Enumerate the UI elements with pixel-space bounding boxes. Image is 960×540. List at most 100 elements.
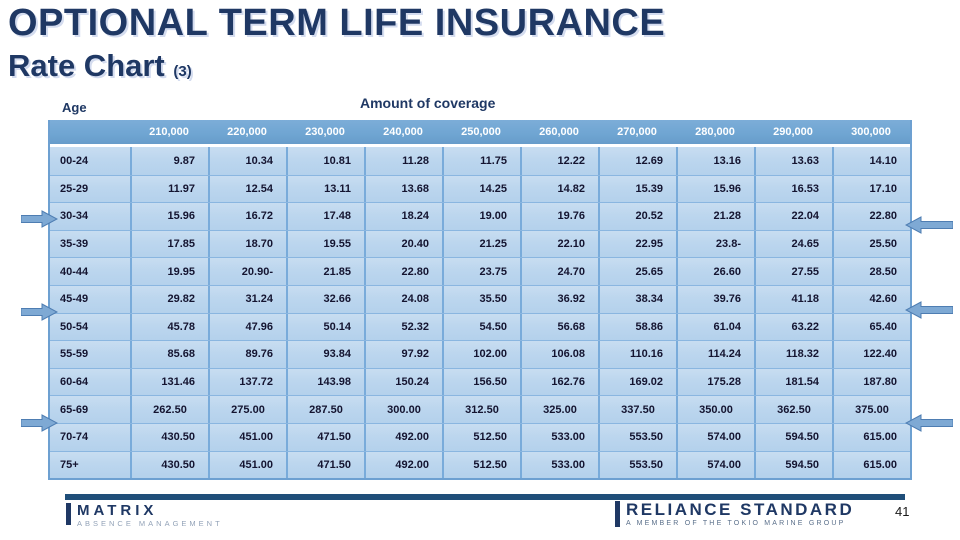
reliance-logo-bar <box>615 501 620 527</box>
rate-cell: 17.85 <box>130 230 208 258</box>
rate-cell: 47.96 <box>208 313 286 341</box>
rate-cell: 56.68 <box>520 313 598 341</box>
rate-cell: 24.65 <box>754 230 832 258</box>
age-cell: 75+ <box>50 451 130 479</box>
age-cell: 30-34 <box>50 203 130 230</box>
table-row: 00-24 9.87 10.34 10.81 11.28 11.75 12.22 12.69 1… <box>50 147 910 175</box>
header-amount-cell: 220,000 <box>227 126 267 138</box>
rate-cell: 150.24 <box>364 368 442 396</box>
age-cell: 40-44 <box>50 258 130 285</box>
rate-cell: 143.98 <box>286 368 364 396</box>
rate-cell: 63.22 <box>754 313 832 341</box>
rate-cell: 137.72 <box>208 368 286 396</box>
rate-cell: 312.50 <box>442 396 520 423</box>
rate-cell: 512.50 <box>442 423 520 451</box>
rate-cell: 533.00 <box>520 423 598 451</box>
header-amount-cell: 210,000 <box>149 126 189 138</box>
rate-cell: 16.72 <box>208 203 286 230</box>
rate-cell: 27.55 <box>754 258 832 285</box>
rate-cell: 350.00 <box>676 396 754 423</box>
table-row: 40-44 19.95 20.90- 21.85 22.80 23.75 24.70 25.6… <box>50 257 910 285</box>
rate-cell: 97.92 <box>364 341 442 368</box>
table-header-divider <box>50 144 910 147</box>
rate-cell: 93.84 <box>286 341 364 368</box>
rate-cell: 110.16 <box>598 341 676 368</box>
table-row: 65-69 262.50 275.00 287.50 300.00 312.50 325.0… <box>50 395 910 423</box>
table-row: 35-39 17.85 18.70 19.55 20.40 21.25 22.10 22.95… <box>50 229 910 258</box>
rate-cell: 39.76 <box>676 285 754 313</box>
rate-cell: 471.50 <box>286 423 364 451</box>
age-cell: 00-24 <box>50 147 130 175</box>
rate-cell: 15.39 <box>598 175 676 203</box>
rate-cell: 54.50 <box>442 313 520 341</box>
rate-cell: 106.08 <box>520 341 598 368</box>
age-cell: 50-54 <box>50 313 130 341</box>
rate-cell: 114.24 <box>676 341 754 368</box>
rate-cell: 17.48 <box>286 203 364 230</box>
table-row: 55-59 85.68 89.76 93.84 97.92 102.00 106.08 110… <box>50 340 910 368</box>
rate-cell: 25.50 <box>832 230 910 258</box>
rate-cell: 13.63 <box>754 147 832 175</box>
coverage-group-label: Amount of coverage <box>360 95 496 111</box>
rate-cell: 15.96 <box>130 203 208 230</box>
footer-divider-bar <box>65 494 905 500</box>
rate-cell: 18.70 <box>208 230 286 258</box>
pointer-arrow-right-1 <box>21 210 58 228</box>
rate-cell: 52.32 <box>364 313 442 341</box>
rate-cell: 19.95 <box>130 258 208 285</box>
rate-cell: 26.60 <box>676 258 754 285</box>
rate-cell: 12.69 <box>598 147 676 175</box>
rate-cell: 492.00 <box>364 451 442 479</box>
rate-cell: 18.24 <box>364 203 442 230</box>
rate-cell: 36.92 <box>520 285 598 313</box>
rate-cell: 512.50 <box>442 451 520 479</box>
rate-cell: 50.14 <box>286 313 364 341</box>
rate-cell: 21.28 <box>676 203 754 230</box>
age-cell: 25-29 <box>50 175 130 203</box>
header-amount-cell: 300,000 <box>851 126 891 138</box>
rate-cell: 325.00 <box>520 396 598 423</box>
rate-cell: 175.28 <box>676 368 754 396</box>
rate-cell: 19.76 <box>520 203 598 230</box>
rate-cell: 156.50 <box>442 368 520 396</box>
rate-cell: 42.60 <box>832 285 910 313</box>
rate-cell: 24.70 <box>520 258 598 285</box>
rate-cell: 58.86 <box>598 313 676 341</box>
rate-cell: 181.54 <box>754 368 832 396</box>
rate-cell: 31.24 <box>208 285 286 313</box>
rate-cell: 362.50 <box>754 396 832 423</box>
table-row: 25-29 11.97 12.54 13.11 13.68 14.25 14.82 15.39… <box>50 174 910 203</box>
rate-cell: 9.87 <box>130 147 208 175</box>
rate-cell: 21.85 <box>286 258 364 285</box>
rate-cell: 262.50 <box>130 396 208 423</box>
rate-cell: 574.00 <box>676 451 754 479</box>
rate-cell: 162.76 <box>520 368 598 396</box>
rate-cell: 471.50 <box>286 451 364 479</box>
rate-cell: 169.02 <box>598 368 676 396</box>
rate-cell: 14.10 <box>832 147 910 175</box>
page-number: 41 <box>895 504 910 519</box>
rate-cell: 22.80 <box>832 203 910 230</box>
age-cell: 60-64 <box>50 368 130 396</box>
header-amount-cell: 250,000 <box>461 126 501 138</box>
rate-cell: 594.50 <box>754 423 832 451</box>
table-body: 00-24 9.87 10.34 10.81 11.28 11.75 12.22 12.69 1… <box>50 147 910 479</box>
rate-cell: 187.80 <box>832 368 910 396</box>
rate-cell: 14.82 <box>520 175 598 203</box>
age-cell: 65-69 <box>50 396 130 423</box>
rate-cell: 17.10 <box>832 175 910 203</box>
rate-cell: 451.00 <box>208 451 286 479</box>
page-subtitle: Rate Chart (3) <box>8 48 192 84</box>
rate-cell: 11.75 <box>442 147 520 175</box>
rate-cell: 29.82 <box>130 285 208 313</box>
rate-cell: 16.53 <box>754 175 832 203</box>
rate-cell: 102.00 <box>442 341 520 368</box>
rate-cell: 22.10 <box>520 230 598 258</box>
header-amount-cell: 260,000 <box>539 126 579 138</box>
rate-cell: 13.11 <box>286 175 364 203</box>
table-row: 45-49 29.82 31.24 32.66 24.08 35.50 36.92 38.34… <box>50 284 910 313</box>
rate-cell: 451.00 <box>208 423 286 451</box>
rate-cell: 20.90- <box>208 258 286 285</box>
rate-cell: 287.50 <box>286 396 364 423</box>
table-row: 50-54 45.78 47.96 50.14 52.32 54.50 56.68 58.86… <box>50 312 910 341</box>
